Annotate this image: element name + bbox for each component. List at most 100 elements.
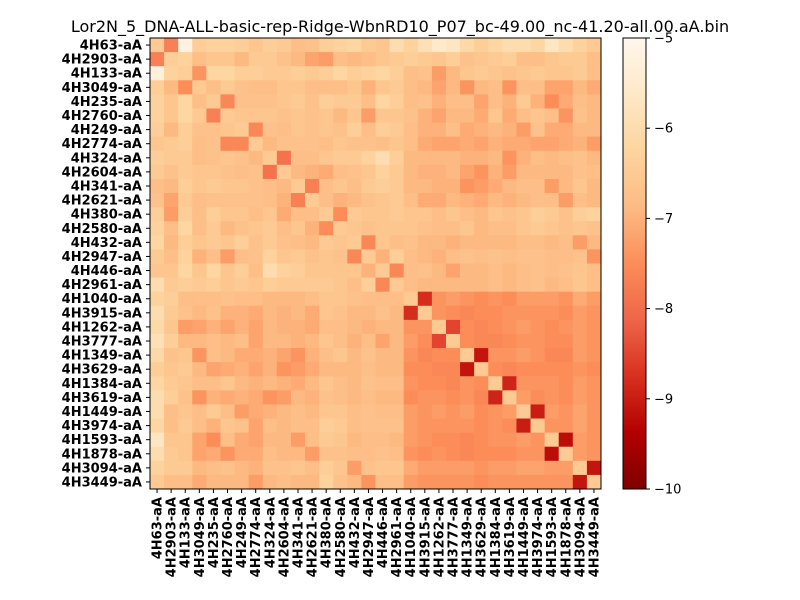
colorbar-tick-label: −10 [654,483,681,498]
heatmap-cell [488,52,503,67]
heatmap-cell [248,122,264,138]
heatmap-cell [586,362,602,377]
heatmap-cell [192,207,207,222]
x-tick-label: 4H2621-aA [306,497,321,577]
heatmap-cell [417,291,433,307]
heatmap-cell [206,235,221,250]
heatmap-cell [558,362,574,377]
heatmap-cell [417,432,433,448]
heatmap-cell [375,52,390,67]
heatmap-cell [361,432,376,448]
heatmap-cell [262,108,278,123]
heatmap-cell [445,122,461,138]
heatmap-cell [460,66,475,81]
heatmap-cell [347,376,362,391]
heatmap-cell [192,235,207,250]
heatmap-cell [234,52,250,67]
x-tick-label: 4H2760-aA [221,497,236,577]
heatmap-cell [178,80,193,95]
heatmap-cell [333,221,348,236]
colorbar-tick-label: −6 [654,122,673,137]
heatmap-cell [530,164,546,180]
y-tick-label: 4H3629-aA [62,363,142,378]
heatmap-cell [248,319,264,335]
heatmap-cell [474,52,489,67]
heatmap-cell [248,52,264,67]
heatmap-cell [192,460,207,476]
heatmap-cell [290,277,306,293]
heatmap-cell [178,136,193,152]
heatmap-cell [248,460,264,476]
heatmap-cell [192,80,207,95]
heatmap-cell [460,52,475,67]
heatmap-cell [389,263,405,278]
heatmap-cell [290,446,306,462]
heatmap-cell [333,94,348,109]
heatmap-cell [192,291,207,307]
heatmap-cell [389,178,405,194]
heatmap-cell [572,38,588,53]
heatmap-cell [206,263,221,278]
heatmap-cell [248,446,264,462]
heatmap-cell [192,418,207,434]
x-tick-label: 4H3629-aA [475,497,490,577]
heatmap-cell [347,66,362,81]
x-tick-label: 4H3049-aA [193,497,208,577]
heatmap-cell [586,404,602,419]
heatmap-cell [206,432,221,448]
heatmap-cell [474,263,489,278]
heatmap-cell [417,404,433,419]
heatmap-cell [164,263,179,278]
heatmap-cell [319,404,334,419]
heatmap-cell [375,460,390,476]
heatmap-cell [375,390,390,405]
heatmap-cell [192,136,207,152]
heatmap-cell [290,207,306,222]
heatmap-cell [431,249,447,264]
heatmap-cell [586,193,602,208]
heatmap-cell [164,150,179,166]
heatmap-cell [164,66,179,81]
heatmap-cell [516,193,531,208]
heatmap-cell [333,108,348,123]
heatmap-cell [558,122,574,138]
heatmap-cell [248,178,264,194]
y-tick-label: 4H1262-aA [62,320,142,335]
heatmap-cell [150,404,165,419]
heatmap-cell [417,221,433,236]
heatmap-cell [488,333,503,349]
heatmap-cell [488,305,503,321]
heatmap-cell [530,249,546,264]
heatmap-cell [403,432,419,448]
heatmap-cell [150,319,165,335]
heatmap-cell [389,291,405,307]
heatmap-cell [276,38,292,53]
heatmap-cell [375,305,390,321]
heatmap-cell [558,66,574,81]
x-tick-label: 4H1040-aA [404,497,419,577]
heatmap-cell [248,207,264,222]
heatmap-cell [431,376,447,391]
heatmap-cell [164,235,179,250]
heatmap-cell [530,277,546,293]
heatmap-cell [502,150,517,166]
heatmap-cell [417,418,433,434]
heatmap-cell [516,80,531,95]
heatmap-cell [389,390,405,405]
heatmap-cell [347,80,362,95]
heatmap-cell [290,221,306,236]
heatmap-cell [150,460,165,476]
heatmap-cell [558,94,574,109]
x-tick-label: 4H1384-aA [489,497,504,577]
heatmap-cell [234,277,250,293]
heatmap-cell [178,376,193,391]
heatmap-cell [192,319,207,335]
heatmap-cell [417,80,433,95]
heatmap-cell [558,235,574,250]
heatmap-cell [150,66,165,81]
heatmap-cell [178,432,193,448]
heatmap-cell [474,221,489,236]
heatmap-cell [488,474,503,490]
heatmap-cell [558,348,574,363]
y-tick-label: 4H2903-aA [62,53,142,68]
